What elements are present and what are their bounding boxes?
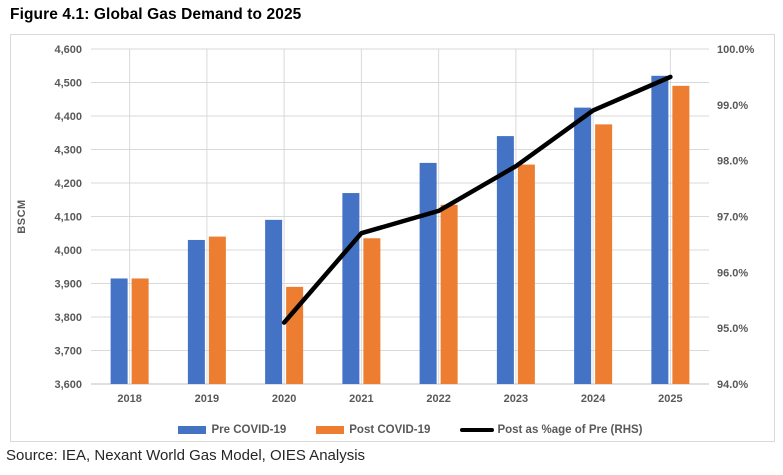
right-axis-tick-label: 97.0% [717, 212, 748, 224]
pre-covid-swatch [178, 426, 207, 434]
bar-post-2018 [131, 278, 149, 384]
bar-pre-2021 [342, 193, 360, 384]
legend-item-post-covid: Post COVID-19 [316, 424, 430, 436]
x-axis-label-2019: 2019 [195, 393, 219, 405]
bar-pre-2020 [265, 219, 283, 384]
legend-item-ratio-line: Post as %age of Pre (RHS) [460, 424, 643, 436]
right-axis-tick-label: 95.0% [717, 323, 748, 335]
legend-label-pre-covid: Pre COVID-19 [211, 424, 287, 436]
chart-area: 3,600 3,700 3,800 3,900 4,000 4,100 4,200 4,300… [10, 34, 775, 442]
combo-chart: 3,600 3,700 3,800 3,900 4,000 4,100 4,200 4,300… [16, 44, 755, 405]
left-axis-tick-label: 4,200 [54, 178, 82, 190]
x-axis-label-2024: 2024 [581, 393, 606, 405]
bar-pre-2025 [651, 75, 669, 385]
left-axis-tick-label: 3,800 [54, 312, 82, 324]
bar-post-2025 [672, 85, 690, 384]
bar-pre-2023 [496, 136, 514, 384]
ratio-line-swatch [460, 427, 495, 433]
bar-pre-2019 [187, 239, 205, 384]
left-axis-tick-label: 4,100 [54, 212, 82, 224]
bar-post-2021 [363, 238, 381, 384]
source-note: Source: IEA, Nexant World Gas Model, OIE… [6, 447, 366, 464]
left-axis-tick-label: 3,700 [54, 346, 82, 358]
post-covid-swatch [316, 426, 345, 434]
bar-pre-2022 [419, 162, 437, 384]
legend-item-pre-covid: Pre COVID-19 [178, 424, 286, 436]
left-axis-title: BSCM [16, 199, 28, 233]
bar-post-2024 [595, 124, 613, 384]
left-axis-tick-label: 4,500 [54, 78, 82, 90]
bar-pre-2018 [110, 278, 128, 384]
legend-label-post-covid: Post COVID-19 [349, 424, 431, 436]
bar-post-2023 [517, 164, 535, 384]
bar-pre-2024 [574, 107, 592, 384]
x-axis-label-2018: 2018 [117, 393, 141, 405]
bar-post-2022 [440, 204, 458, 384]
x-axis-label-2025: 2025 [658, 393, 682, 405]
right-axis-tick-label: 96.0% [717, 267, 748, 279]
left-axis-tick-label: 4,400 [54, 111, 82, 123]
right-axis-tick-label: 94.0% [717, 379, 748, 391]
x-axis-label-2020: 2020 [272, 393, 296, 405]
bar-post-2020 [286, 286, 304, 384]
figure-title: Figure 4.1: Global Gas Demand to 2025 [10, 6, 302, 23]
x-axis-label-2021: 2021 [349, 393, 373, 405]
ratio-line [281, 74, 673, 325]
right-axis-tick-label: 98.0% [717, 156, 748, 168]
left-axis-tick-label: 4,000 [54, 245, 82, 257]
left-axis-tick-label: 3,600 [54, 379, 82, 391]
left-axis-tick-label: 4,600 [54, 44, 82, 56]
legend-label-ratio-line: Post as %age of Pre (RHS) [497, 424, 643, 436]
chart-legend: Pre COVID-19 Post COVID-19 Post as %age … [29, 424, 783, 436]
bar-post-2019 [208, 236, 226, 384]
right-axis-tick-label: 100.0% [717, 44, 755, 56]
left-axis-tick-label: 4,300 [54, 145, 82, 157]
right-axis-tick-label: 99.0% [717, 100, 748, 112]
x-axis-label-2022: 2022 [426, 393, 450, 405]
left-axis-tick-label: 3,900 [54, 279, 82, 291]
x-axis-label-2023: 2023 [504, 393, 528, 405]
